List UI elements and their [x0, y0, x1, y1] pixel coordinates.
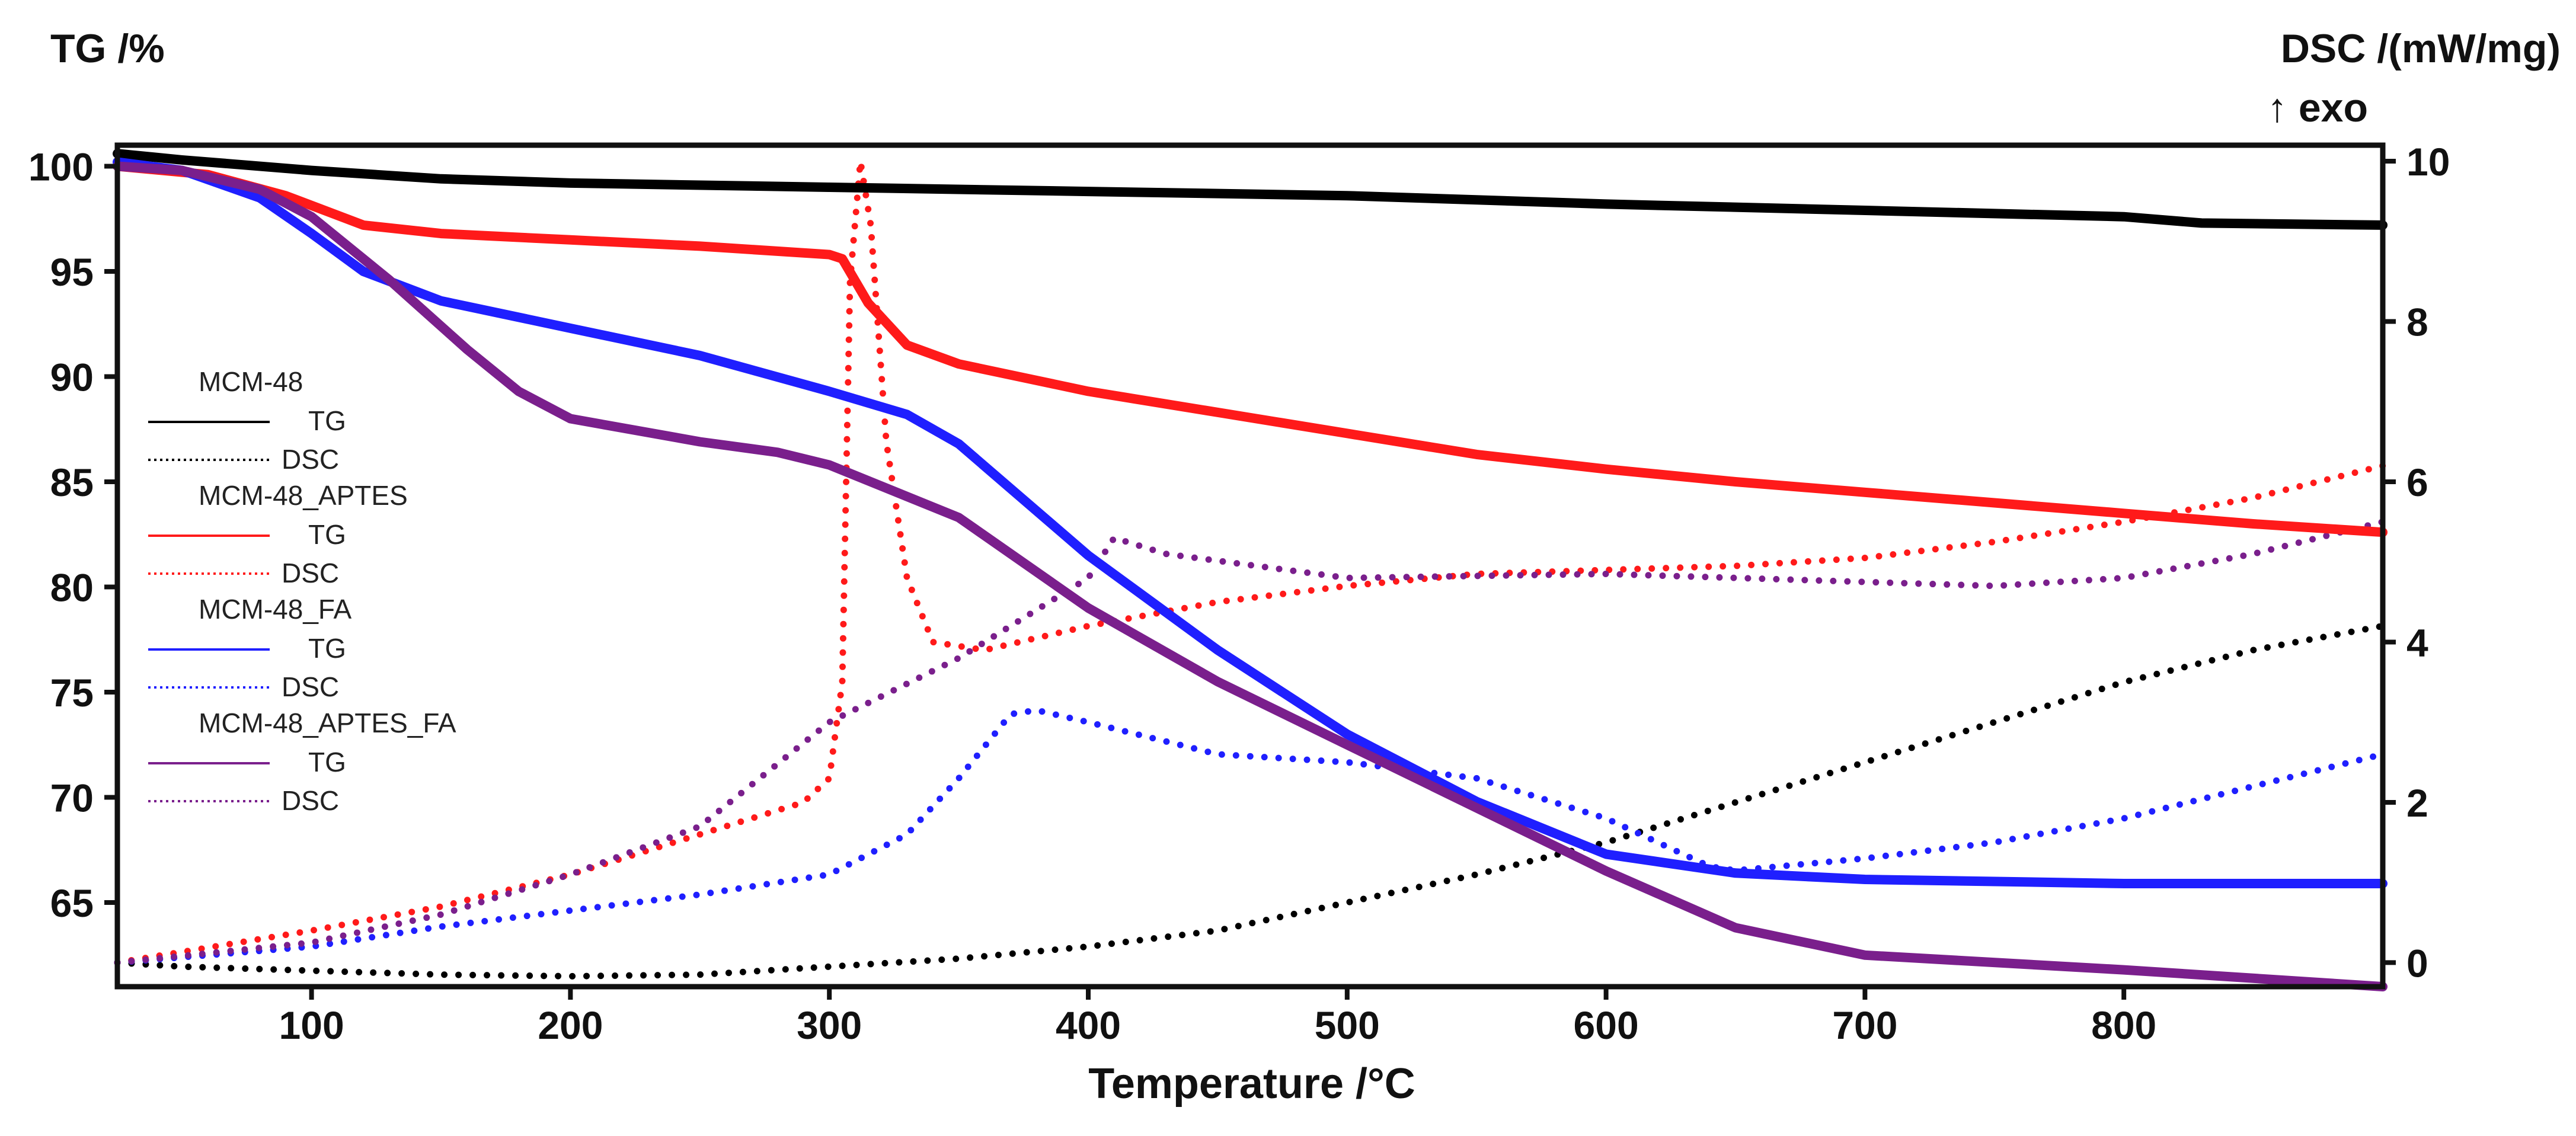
right-axis-subtitle: ↑ exo: [2267, 85, 2368, 130]
mcm-48-aptes-fa-legend-name: MCM-48_APTES_FA: [199, 708, 456, 738]
y-left-tick-label: 75: [50, 671, 94, 715]
y-left-tick-label: 65: [50, 881, 94, 925]
mcm-48-legend-name: MCM-48: [199, 366, 303, 397]
y-right-tick-label: 0: [2406, 941, 2428, 985]
x-tick-label: 400: [1056, 1003, 1121, 1047]
x-tick-label: 500: [1315, 1003, 1380, 1047]
y-right-tick-label: 4: [2406, 620, 2428, 664]
mcm-48-legend-tg-label: TG: [308, 405, 346, 436]
plot-frame: [114, 142, 2386, 990]
mcm-48-aptes-fa-legend-tg-label: TG: [308, 747, 346, 777]
x-tick-label: 300: [797, 1003, 862, 1047]
mcm-48-fa-dsc-line: [114, 706, 2386, 966]
x-tick-label: 800: [2091, 1003, 2156, 1047]
mcm-48-aptes-fa-dsc-line: [114, 519, 2386, 966]
x-tick-label: 700: [1832, 1003, 1897, 1047]
y-left-tick-label: 95: [50, 250, 94, 294]
right-axis-title: DSC /(mW/mg): [2281, 26, 2561, 71]
mcm-48-dsc-line: [114, 622, 2386, 980]
mcm-48-aptes-legend-name: MCM-48_APTES: [199, 480, 408, 511]
y-right-tick-label: 6: [2406, 460, 2428, 504]
series-layer: [113, 149, 2388, 991]
mcm-48-aptes-legend-dsc-label: DSC: [282, 558, 339, 588]
y-right-tick-label: 10: [2406, 140, 2450, 184]
x-tick-label: 200: [538, 1003, 603, 1047]
y-left-tick-label: 100: [28, 145, 94, 189]
mcm-48-aptes-fa-tg-line: [113, 161, 2388, 991]
tick-layer: 100 200 300 400 500 600 700 8006570758085909510…: [28, 140, 2450, 1047]
y-right-tick-label: 8: [2406, 300, 2428, 344]
x-axis-title: Temperature /°C: [1088, 1060, 1415, 1108]
mcm-48-fa-legend-name: MCM-48_FA: [199, 594, 351, 625]
mcm-48-fa-legend-dsc-label: DSC: [282, 671, 339, 702]
mcm-48-aptes-tg-line: [113, 161, 2388, 537]
y-left-tick-label: 85: [50, 460, 94, 504]
mcm-48-fa-tg-line: [113, 157, 2388, 888]
mcm-48-aptes-fa-legend-dsc-label: DSC: [282, 785, 339, 816]
mcm-48-legend-dsc-label: DSC: [282, 444, 339, 475]
mcm-48-fa-legend-tg-label: TG: [308, 633, 346, 664]
mcm-48-aptes-legend-tg-label: TG: [308, 519, 346, 550]
y-left-tick-label: 80: [50, 566, 94, 610]
y-left-tick-label: 70: [50, 776, 94, 820]
x-tick-label: 100: [279, 1003, 344, 1047]
x-tick-label: 600: [1574, 1003, 1639, 1047]
y-right-tick-label: 2: [2406, 781, 2428, 825]
y-left-tick-label: 90: [50, 356, 94, 399]
left-axis-title: TG /%: [50, 26, 165, 71]
legend: MCM-48TGDSCMCM-48_APTESTGDSCMCM-48_FATGD…: [148, 366, 456, 816]
mcm-48-tg-line: [113, 149, 2388, 230]
